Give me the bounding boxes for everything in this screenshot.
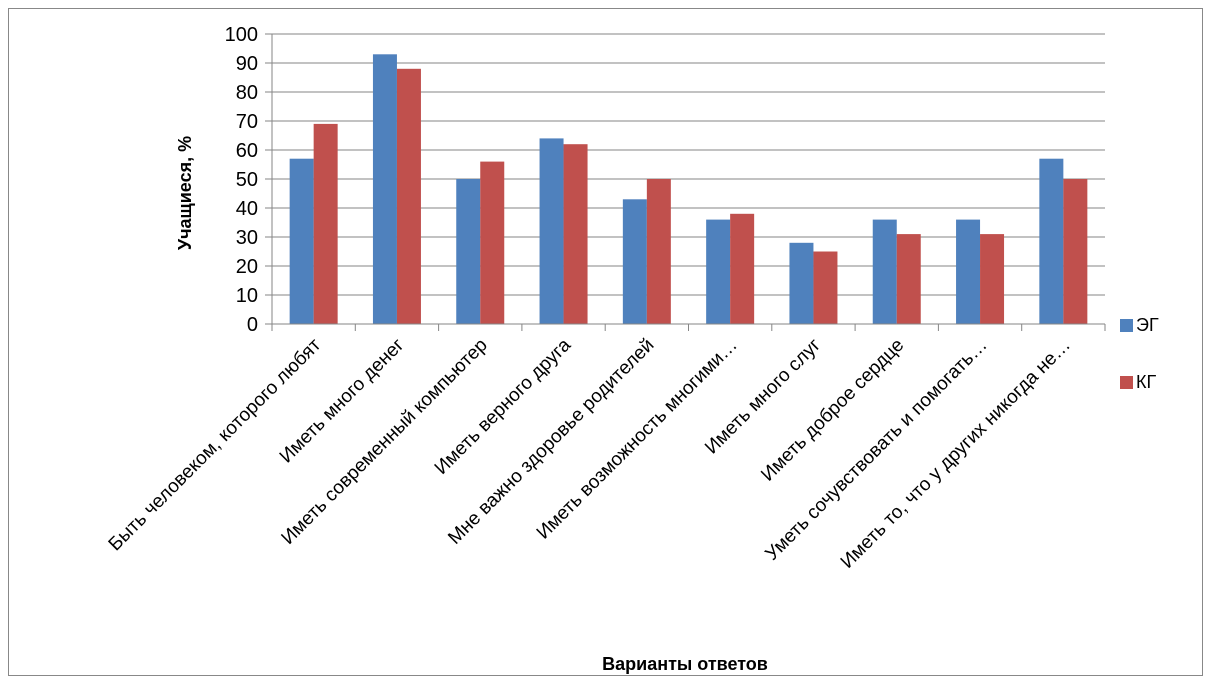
bar-kg	[896, 234, 921, 324]
bar-eg	[1039, 158, 1064, 324]
bar-eg	[539, 138, 564, 324]
bar-eg	[456, 179, 481, 324]
bar-eg	[622, 199, 647, 324]
bars	[289, 54, 1088, 325]
y-tick-label: 100	[225, 24, 258, 46]
bar-kg	[313, 123, 338, 325]
y-tick-label: 20	[236, 256, 258, 278]
bar-eg	[956, 219, 981, 324]
bar-kg	[396, 68, 421, 324]
y-tick-label: 40	[236, 198, 258, 220]
y-tick-labels: 0 10 20 30 40 50 60 70 80 90 100	[225, 24, 258, 336]
bar-eg	[789, 242, 814, 324]
bar-eg	[372, 54, 397, 325]
bar-kg	[563, 144, 588, 324]
y-tick-label: 70	[236, 111, 258, 133]
bar-kg	[480, 161, 505, 324]
bar-kg	[730, 213, 755, 324]
y-tick-label: 80	[236, 82, 258, 104]
y-tick-label: 50	[236, 169, 258, 191]
bar-kg	[646, 179, 671, 324]
chart-frame	[8, 8, 1203, 676]
bar-kg	[813, 251, 838, 324]
y-tick-label: 0	[247, 314, 258, 336]
legend-swatch	[1120, 319, 1133, 332]
y-axis-title: Учащиеся, %	[175, 136, 195, 250]
bar-kg	[980, 234, 1005, 324]
bar-eg	[872, 219, 897, 324]
axes	[271, 34, 1106, 331]
y-tick-label: 10	[236, 285, 258, 307]
y-tick-label: 60	[236, 140, 258, 162]
legend-label: ЭГ	[1136, 315, 1159, 335]
legend-label: КГ	[1136, 372, 1156, 392]
x-category-label: Иметь верного друга	[431, 334, 576, 479]
y-tick-label: 30	[236, 227, 258, 249]
legend: ЭГ КГ	[1120, 315, 1159, 392]
bar-eg	[706, 219, 731, 324]
bar-kg	[1063, 179, 1088, 324]
y-tick-label: 90	[236, 53, 258, 75]
x-axis-title: Варианты ответов	[602, 654, 768, 674]
legend-swatch	[1120, 376, 1133, 389]
x-category-label: Иметь доброе сердце	[757, 335, 908, 486]
bar-eg	[289, 158, 314, 324]
